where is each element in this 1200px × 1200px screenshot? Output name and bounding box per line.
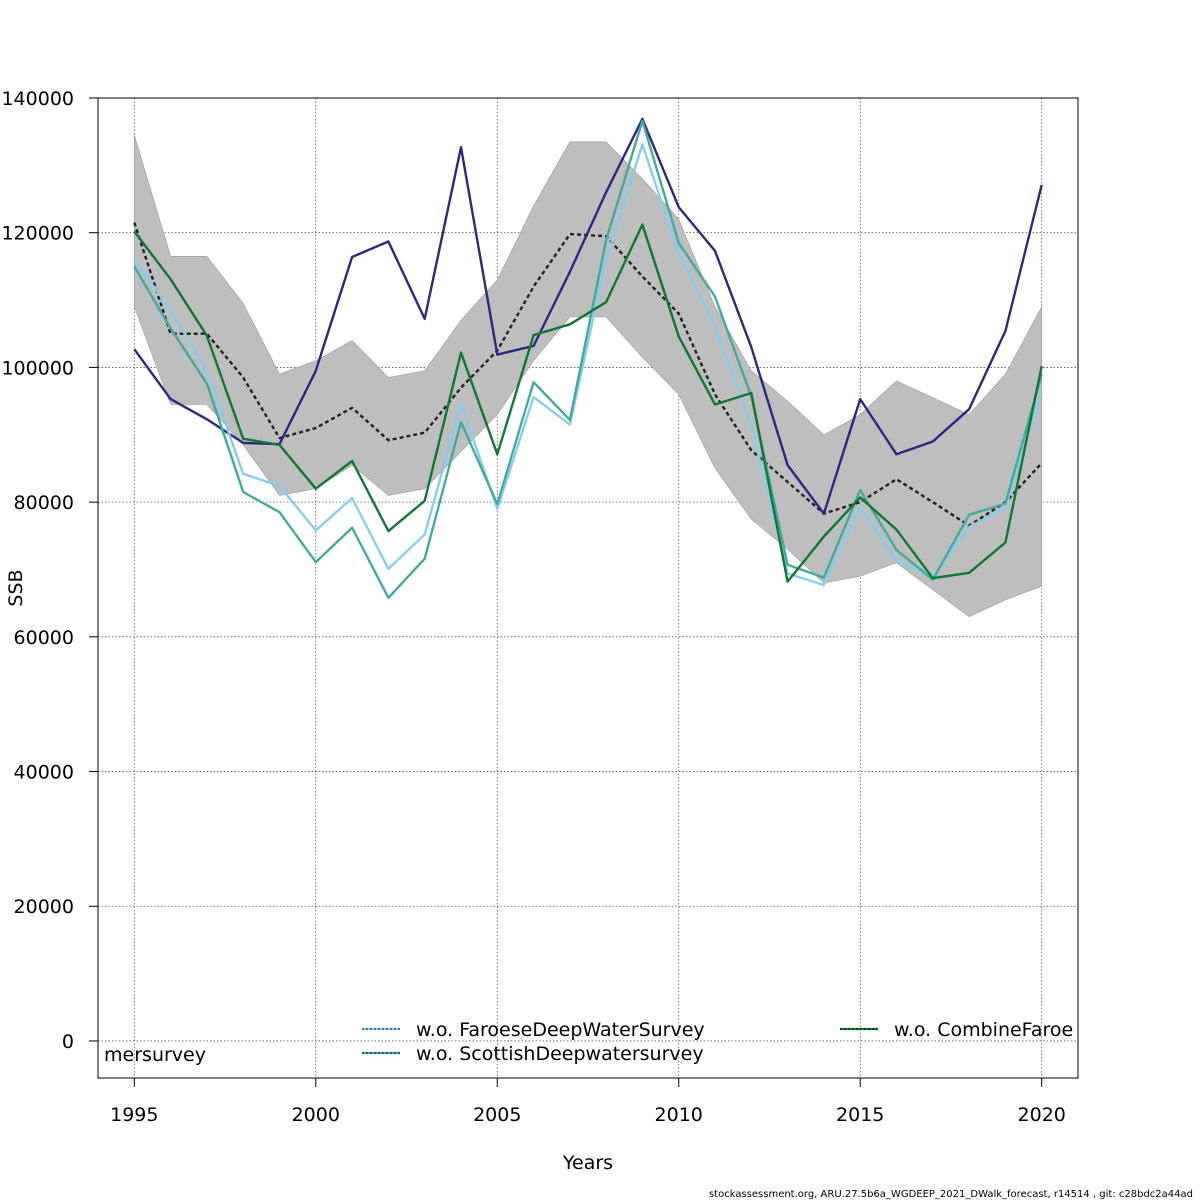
y-tick-label: 120000 [1,223,74,245]
y-tick-label: 80000 [14,492,74,514]
x-axis-title: Years [562,1152,613,1174]
series-line-0 [133,222,1043,527]
y-tick-label: 140000 [1,88,74,110]
legend-entry: w.o. FaroeseDeepWaterSurvey [416,1019,705,1041]
y-axis: 0 20000 40000 60000 80000 100000 120000 140000 [1,88,98,1053]
x-tick-label: 2015 [836,1104,884,1126]
confidence-band-area [134,134,1042,617]
y-tick-label: 0 [62,1031,74,1053]
series-line-4 [133,223,1043,583]
series-line-1 [133,117,1043,515]
y-tick-label: 60000 [14,627,74,649]
x-tick-label: 2010 [655,1104,703,1126]
series-lines [133,117,1043,599]
y-tick-label: 20000 [14,896,74,918]
legend-entry: w.o. CombineFaroe [894,1019,1073,1041]
series-line-2 [133,143,1043,587]
confidence-band [134,134,1042,617]
x-tick-label: 2000 [292,1104,340,1126]
x-axis: 1995 2000 2005 2010 2015 2020 [110,1078,1066,1126]
legend-entry: w.o. ScottishDeepwatersurvey [416,1043,704,1065]
x-tick-label: 2005 [473,1104,521,1126]
y-axis-title: SSB [5,569,27,606]
grid-lines [98,97,1078,1078]
footer-note: stockassessment.org, ARU.27.5b6a_WGDEEP_… [709,1189,1193,1200]
plot-frame [97,97,1079,1079]
legend-entry: mersurvey [104,1044,206,1066]
x-tick-label: 2020 [1018,1104,1066,1126]
series-line-3 [133,119,1043,599]
y-tick-label: 100000 [1,357,74,379]
y-tick-label: 40000 [14,762,74,784]
x-tick-label: 1995 [110,1104,158,1126]
